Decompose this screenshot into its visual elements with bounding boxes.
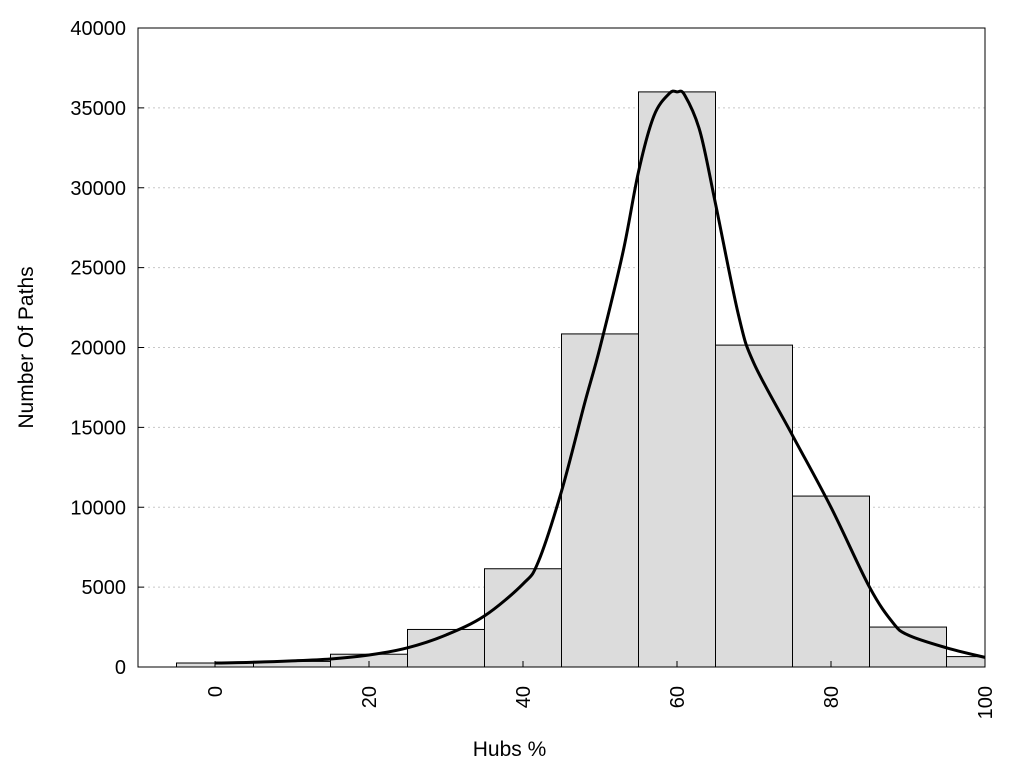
- x-axis-label: Hubs %: [473, 738, 547, 761]
- histogram-bar: [946, 656, 986, 668]
- histogram-bar: [561, 333, 639, 668]
- histogram-bars: [176, 91, 986, 668]
- y-tick-label: 10000: [70, 497, 126, 519]
- density-curve-line: [214, 89, 986, 665]
- x-tick-label: 80: [821, 686, 843, 708]
- histogram-bar: [792, 495, 870, 668]
- x-tick-label: 60: [667, 686, 689, 708]
- y-tick-label: 35000: [70, 98, 126, 120]
- y-axis-ticks: 0 5000 10000 15000 20000 25000 30000 35000 40000: [70, 18, 144, 679]
- x-tick-label: 40: [513, 686, 535, 708]
- x-tick-label: 20: [359, 686, 381, 708]
- y-tick-label: 0: [115, 657, 126, 679]
- y-tick-label: 30000: [70, 178, 126, 200]
- y-axis-label: Number Of Paths: [15, 266, 38, 428]
- density-curve: [214, 89, 986, 665]
- x-tick-label: 0: [205, 686, 227, 697]
- histogram-bar: [638, 91, 716, 668]
- y-tick-label: 15000: [70, 417, 126, 439]
- histogram-bar: [715, 344, 793, 668]
- y-tick-label: 40000: [70, 18, 126, 40]
- x-axis-ticks: 0 20 40 60 80 100: [205, 661, 997, 719]
- x-tick-label: 100: [975, 686, 997, 719]
- y-tick-label: 5000: [82, 577, 127, 599]
- histogram-bar: [869, 626, 947, 668]
- y-tick-label: 25000: [70, 258, 126, 280]
- y-tick-label: 20000: [70, 338, 126, 360]
